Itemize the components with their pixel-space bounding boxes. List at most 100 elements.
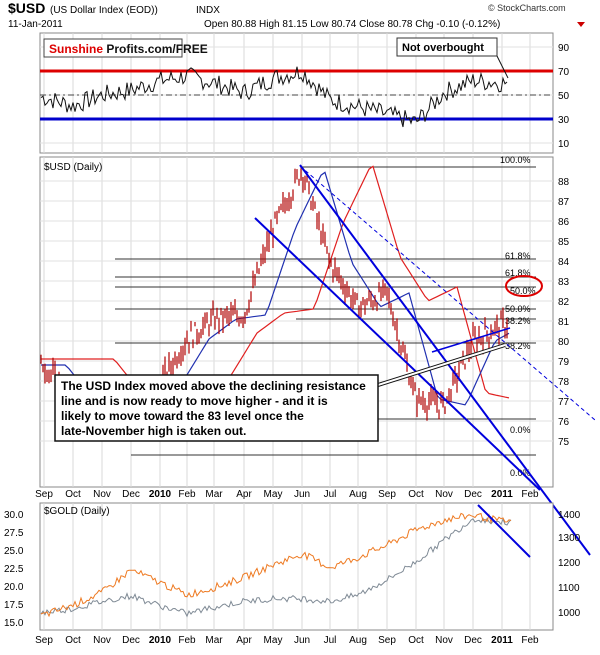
channel-lower-line <box>254 217 541 491</box>
x-tick-label: Nov <box>93 489 111 500</box>
gold-left-tick: 20.0 <box>4 582 24 593</box>
gold-left-tick: 17.5 <box>4 600 24 611</box>
fib-label: 38.2% <box>505 341 531 351</box>
gold-gridlines <box>43 503 531 630</box>
moving-average-red <box>41 165 510 418</box>
x-tick-label: Aug <box>349 489 367 500</box>
gold-right-tick: 1100 <box>558 583 580 594</box>
usd-tick-label: 82 <box>558 297 570 308</box>
x-tick-label: Jun <box>294 489 310 500</box>
x-tick-label: Feb <box>178 489 196 500</box>
silver-line <box>40 517 512 618</box>
target-circle <box>505 275 543 297</box>
x-tick-label: Feb <box>521 635 539 646</box>
usd-axis: 88 87 86 85 84 83 82 81 80 79 78 77 76 7… <box>558 177 570 448</box>
header-ohlc: Open 80.88 High 81.15 Low 80.74 Close 80… <box>204 19 500 30</box>
x-tick-label: Jul <box>324 635 337 646</box>
resistance-dashed-line <box>299 165 596 421</box>
usd-tick-label: 78 <box>558 377 570 388</box>
x-tick-label: 2010 <box>149 489 172 500</box>
annotation-pointer-inner <box>377 344 506 386</box>
rsi-axis: 90 70 50 30 10 <box>558 43 570 150</box>
x-tick-label: May <box>264 635 283 646</box>
annotation-box <box>54 374 379 442</box>
x-tick-label: Nov <box>435 635 453 646</box>
x-tick-label: Sep <box>35 635 53 646</box>
x-tick-label: 2011 <box>491 489 513 500</box>
usd-tick-label: 76 <box>558 417 570 428</box>
fib-label: 38.2% <box>505 316 531 326</box>
usd-tick-label: 77 <box>558 397 570 408</box>
channel-upper-line <box>299 164 591 556</box>
annotation-line: likely to move toward the 83 level once … <box>61 409 304 423</box>
usd-tick-label: 88 <box>558 177 570 188</box>
x-tick-label: Sep <box>378 635 396 646</box>
fib-label: 61.8% <box>505 268 531 278</box>
usd-tick-label: 85 <box>558 237 570 248</box>
usd-tick-label: 81 <box>558 317 570 328</box>
usd-tick-label: 75 <box>558 437 570 448</box>
gold-left-tick: 27.5 <box>4 528 24 539</box>
fib-label: 50.0% <box>505 304 531 314</box>
gold-right-tick: 1300 <box>558 533 581 544</box>
brand-rest: Profits.com/FREE <box>103 42 208 56</box>
gold-trend-line <box>477 504 531 558</box>
header-exchange: INDX <box>196 5 220 16</box>
gold-left-tick: 25.0 <box>4 546 24 557</box>
x-tick-label: 2010 <box>149 635 172 646</box>
brand-box <box>43 38 183 58</box>
x-tick-label: Dec <box>122 489 140 500</box>
breakout-line <box>431 327 511 353</box>
usd-tick-label: 83 <box>558 277 570 288</box>
gold-left-tick: 30.0 <box>4 510 24 521</box>
annotation-text: The USD Index moved above the declining … <box>61 379 366 438</box>
usd-tick-label: 87 <box>558 197 570 208</box>
rsi-callout: Not overbought <box>402 42 484 54</box>
usd-tick-label: 86 <box>558 217 570 228</box>
usd-tick-label: 79 <box>558 357 570 368</box>
rsi-tick-label: 10 <box>558 139 570 150</box>
x-tick-label: Mar <box>205 635 223 646</box>
x-tick-label: Apr <box>236 489 252 500</box>
brand-logo: Sunshine Profits.com/FREE <box>49 42 208 56</box>
gold-left-tick: 15.0 <box>4 618 24 629</box>
usd-x-axis: Sep Oct Nov Dec 2010 Feb Mar Apr May Jun Jul Aug Sep… <box>35 489 539 500</box>
rsi-callout-box <box>396 37 498 57</box>
x-tick-label: Dec <box>464 635 482 646</box>
annotation-line: line and is now ready to move higher - a… <box>61 394 328 408</box>
fib-labels: 100.0% 61.8% 61.8% 50.0% 50.0% 38.2% 38.… <box>500 155 536 478</box>
fib-label: 0.0% <box>510 425 531 435</box>
rsi-tick-label: 50 <box>558 91 570 102</box>
rsi-tick-label: 30 <box>558 115 570 126</box>
x-tick-label: Jul <box>324 489 337 500</box>
x-tick-label: May <box>264 489 283 500</box>
change-down-icon <box>577 22 585 27</box>
x-tick-label: Nov <box>435 489 453 500</box>
gold-panel <box>39 502 554 631</box>
rsi-tick-label: 90 <box>558 43 570 54</box>
gold-right-tick: 1400 <box>558 510 581 521</box>
header-date: 11-Jan-2011 <box>8 19 63 30</box>
header-credit: © StockCharts.com <box>488 3 566 13</box>
x-tick-label: Sep <box>378 489 396 500</box>
fib-label: 61.8% <box>505 251 531 261</box>
x-tick-label: Aug <box>349 635 367 646</box>
usd-tick-label: 84 <box>558 257 570 268</box>
gold-left-axis: 30.0 27.5 25.0 22.5 20.0 17.5 15.0 <box>4 510 24 629</box>
rsi-line <box>40 66 508 128</box>
gold-right-axis: 1400 1300 1200 1100 1000 <box>558 510 581 619</box>
x-tick-label: Oct <box>65 489 81 500</box>
usd-tick-label: 80 <box>558 337 570 348</box>
x-tick-label: Mar <box>205 489 223 500</box>
x-tick-label: Dec <box>122 635 140 646</box>
x-tick-label: Sep <box>35 489 53 500</box>
fib-label: 100.0% <box>500 155 531 165</box>
gold-panel-label: $GOLD (Daily) <box>44 506 110 517</box>
rsi-tick-label: 70 <box>558 67 570 78</box>
brand-sunshine: Sunshine <box>49 42 103 56</box>
fib-label: 50.0% <box>510 286 536 296</box>
x-tick-label: Dec <box>464 489 482 500</box>
header-name: (US Dollar Index (EOD)) <box>50 5 158 16</box>
annotation-line: late-November high is taken out. <box>61 424 246 438</box>
